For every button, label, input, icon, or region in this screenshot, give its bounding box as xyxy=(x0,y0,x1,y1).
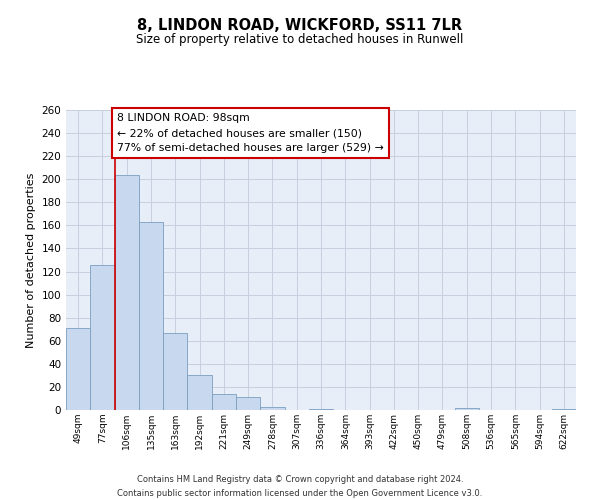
Bar xyxy=(187,376,212,410)
Bar xyxy=(212,394,236,410)
Bar xyxy=(163,332,187,410)
Y-axis label: Number of detached properties: Number of detached properties xyxy=(26,172,36,348)
Bar xyxy=(260,406,284,410)
Text: Size of property relative to detached houses in Runwell: Size of property relative to detached ho… xyxy=(136,32,464,46)
Bar xyxy=(115,174,139,410)
Text: Contains HM Land Registry data © Crown copyright and database right 2024.
Contai: Contains HM Land Registry data © Crown c… xyxy=(118,476,482,498)
Bar xyxy=(236,398,260,410)
Bar xyxy=(139,222,163,410)
Bar xyxy=(309,409,333,410)
Bar xyxy=(455,408,479,410)
Bar xyxy=(552,409,576,410)
Bar xyxy=(66,328,90,410)
Text: 8, LINDON ROAD, WICKFORD, SS11 7LR: 8, LINDON ROAD, WICKFORD, SS11 7LR xyxy=(137,18,463,32)
Bar xyxy=(90,264,115,410)
Text: 8 LINDON ROAD: 98sqm
← 22% of detached houses are smaller (150)
77% of semi-deta: 8 LINDON ROAD: 98sqm ← 22% of detached h… xyxy=(117,114,384,153)
